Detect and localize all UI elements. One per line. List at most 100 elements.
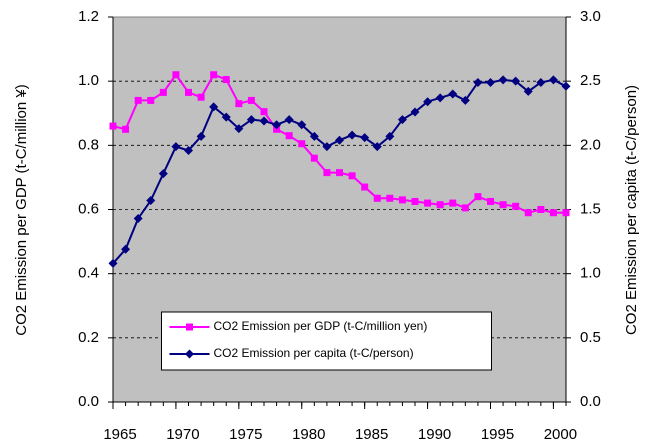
x-tick-label: 1975 xyxy=(229,426,262,443)
point xyxy=(373,194,381,202)
y-tick-label: 1.2 xyxy=(78,8,99,25)
point xyxy=(524,209,532,217)
point xyxy=(285,132,293,140)
point xyxy=(498,75,508,85)
point xyxy=(260,108,268,116)
point xyxy=(424,199,432,207)
point xyxy=(548,75,558,85)
y2-tick-label: 2.0 xyxy=(580,136,601,153)
point xyxy=(222,76,230,84)
legend-label: CO2 Emission per GDP (t-C/million yen) xyxy=(214,319,428,333)
y2-tick-label: 3.0 xyxy=(580,8,601,25)
point xyxy=(184,145,193,155)
point xyxy=(461,204,469,212)
point xyxy=(209,102,219,112)
point xyxy=(397,115,407,125)
y2-axis-label: CO2 Emission per capita (t-C/person) xyxy=(623,85,640,335)
y-tick-label: 0.6 xyxy=(78,200,99,217)
point xyxy=(460,95,470,105)
point xyxy=(172,71,180,79)
point xyxy=(108,258,118,268)
point xyxy=(298,140,306,148)
point xyxy=(121,244,131,254)
point xyxy=(385,131,395,141)
point xyxy=(234,124,244,134)
point xyxy=(386,194,394,202)
point xyxy=(473,77,483,87)
point xyxy=(335,135,344,145)
y-tick-label: 0.0 xyxy=(78,393,99,410)
y2-tick-label: 2.5 xyxy=(580,72,601,89)
point xyxy=(146,196,156,206)
point xyxy=(449,199,457,207)
point xyxy=(549,209,557,217)
y-tick-label: 0.2 xyxy=(78,329,99,346)
point xyxy=(247,96,255,104)
x-tick-label: 2000 xyxy=(544,426,577,443)
point xyxy=(133,213,143,223)
point xyxy=(537,206,545,213)
point xyxy=(347,130,357,140)
point xyxy=(411,197,419,205)
legend xyxy=(161,311,492,371)
point xyxy=(360,133,370,143)
point xyxy=(398,196,406,204)
legend-marker xyxy=(185,349,194,359)
point xyxy=(210,71,218,79)
y2-tick-label: 1.0 xyxy=(580,265,601,282)
point xyxy=(235,100,243,108)
point xyxy=(512,202,520,210)
x-tick-label: 1995 xyxy=(481,426,514,443)
point xyxy=(196,131,206,141)
x-tick-label: 1985 xyxy=(355,426,388,443)
point xyxy=(259,116,269,126)
point xyxy=(185,88,192,96)
point xyxy=(536,77,546,87)
point xyxy=(297,120,307,130)
legend-marker xyxy=(186,323,193,331)
y2-tick-label: 0.5 xyxy=(580,329,601,346)
point xyxy=(562,209,570,217)
x-tick-label: 1990 xyxy=(418,426,451,443)
point xyxy=(310,154,318,162)
point xyxy=(511,76,521,86)
point xyxy=(523,86,533,96)
point xyxy=(159,88,167,96)
legend-label: CO2 Emission per capita (t-C/person) xyxy=(214,346,414,360)
y2-tick-label: 0.0 xyxy=(580,393,601,410)
y-tick-label: 0.8 xyxy=(78,136,99,153)
point xyxy=(246,115,256,125)
point xyxy=(499,201,507,209)
x-tick-label: 1980 xyxy=(292,426,325,443)
point xyxy=(561,81,571,91)
point xyxy=(423,97,433,107)
point xyxy=(284,115,294,125)
point xyxy=(448,89,458,99)
point xyxy=(309,131,319,141)
point xyxy=(171,142,181,152)
point xyxy=(372,142,382,152)
point xyxy=(221,112,231,122)
y2-tick-label: 1.5 xyxy=(580,200,601,217)
point xyxy=(109,122,117,130)
point xyxy=(474,193,482,201)
point xyxy=(272,120,282,130)
point xyxy=(348,172,356,180)
point xyxy=(435,93,445,103)
point xyxy=(323,169,331,177)
point xyxy=(197,93,205,101)
point xyxy=(122,125,130,133)
y-tick-label: 0.4 xyxy=(78,265,99,282)
x-tick-label: 1965 xyxy=(103,426,136,443)
y-axis-label: CO2 Emission per GDP (t-C/million ¥) xyxy=(13,84,30,335)
point xyxy=(410,107,420,117)
point xyxy=(361,183,369,191)
point xyxy=(436,201,444,209)
point xyxy=(336,169,343,177)
point xyxy=(322,142,332,152)
point xyxy=(486,77,495,87)
point xyxy=(134,96,142,104)
point xyxy=(158,169,168,179)
y-tick-label: 1.0 xyxy=(78,72,99,89)
